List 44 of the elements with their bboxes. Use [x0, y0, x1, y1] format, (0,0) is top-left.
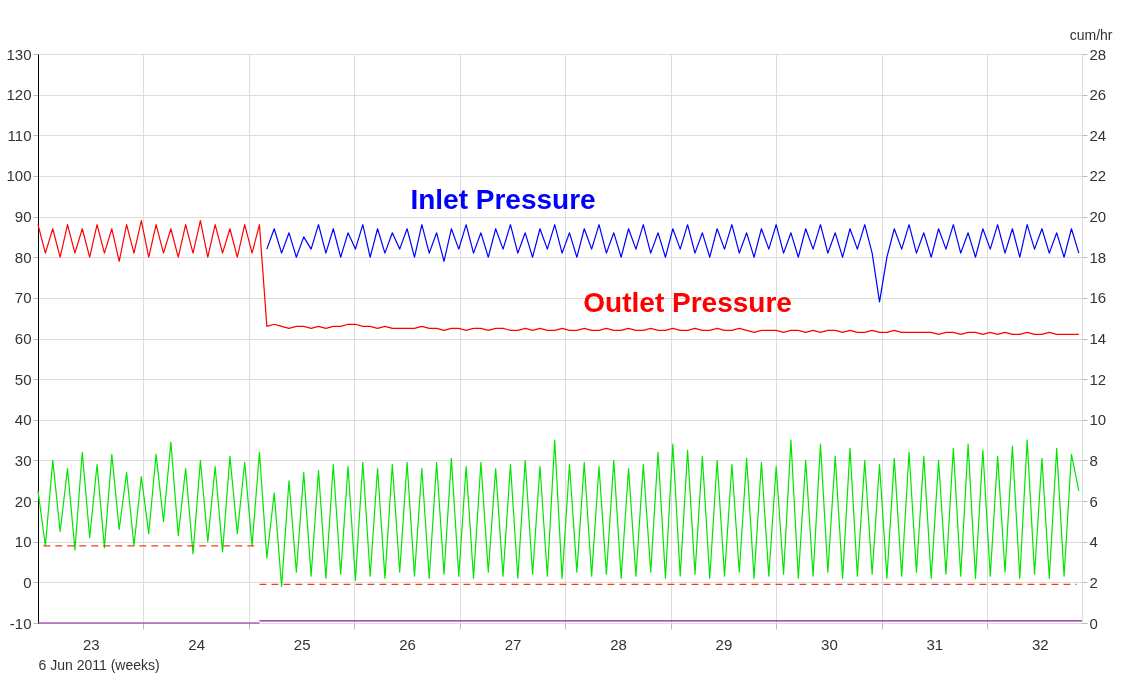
x-tick-label: 28 [610, 635, 627, 653]
y-tick-label: 110 [7, 126, 32, 144]
y2-tick-label: 12 [1089, 370, 1107, 388]
x-axis-title: 6 Jun 2011 (weeks) [38, 656, 160, 673]
x-tick-label: 27 [504, 635, 522, 653]
y-tick-label: 100 [6, 167, 32, 185]
y2-tick-label: 28 [1089, 45, 1107, 63]
y-tick-label: 30 [14, 451, 32, 469]
y2-tick-label: 16 [1089, 289, 1107, 307]
y-tick-label: 120 [6, 86, 32, 104]
y2-tick-label: 10 [1089, 411, 1107, 429]
y2-tick-label: 0 [1089, 614, 1098, 632]
y-tick-label: 40 [14, 411, 32, 429]
x-tick-label: 24 [188, 635, 206, 653]
series-label: Outlet Pressure [583, 287, 792, 319]
y-tick-label: 10 [14, 533, 32, 551]
y2-tick-label: 4 [1089, 533, 1098, 551]
y-tick-label: 80 [14, 248, 32, 266]
y2-tick-label: 22 [1089, 167, 1107, 185]
y2-tick-label: 14 [1089, 330, 1107, 347]
y-tick-label: 20 [14, 492, 32, 510]
y2-tick-label: 2 [1089, 573, 1098, 591]
x-tick-label: 23 [82, 635, 100, 653]
x-tick-label: 32 [1031, 635, 1049, 653]
y-tick-label: 0 [23, 573, 32, 591]
x-tick-label: 31 [926, 635, 944, 653]
x-tick-label: 26 [399, 635, 416, 653]
y2-tick-label: 18 [1089, 248, 1107, 266]
y2-tick-label: 26 [1089, 86, 1107, 104]
y-tick-label: 50 [14, 370, 32, 388]
y-tick-label: 130 [6, 45, 32, 63]
x-tick-label: 25 [293, 635, 311, 653]
y2-axis-title: cum/hr [1069, 26, 1113, 43]
y-tick-label: 70 [14, 289, 32, 307]
y-tick-label: -10 [9, 614, 32, 632]
x-tick-label: 29 [715, 635, 733, 653]
y2-tick-label: 20 [1089, 208, 1107, 226]
y-tick-label: 90 [14, 208, 32, 226]
x-tick-label: 30 [821, 635, 838, 653]
series-label: Inlet Pressure [410, 183, 596, 215]
y-tick-label: 60 [14, 330, 32, 347]
y2-tick-label: 6 [1089, 492, 1098, 510]
y2-tick-label: 24 [1089, 126, 1107, 144]
y2-tick-label: 8 [1089, 451, 1098, 469]
